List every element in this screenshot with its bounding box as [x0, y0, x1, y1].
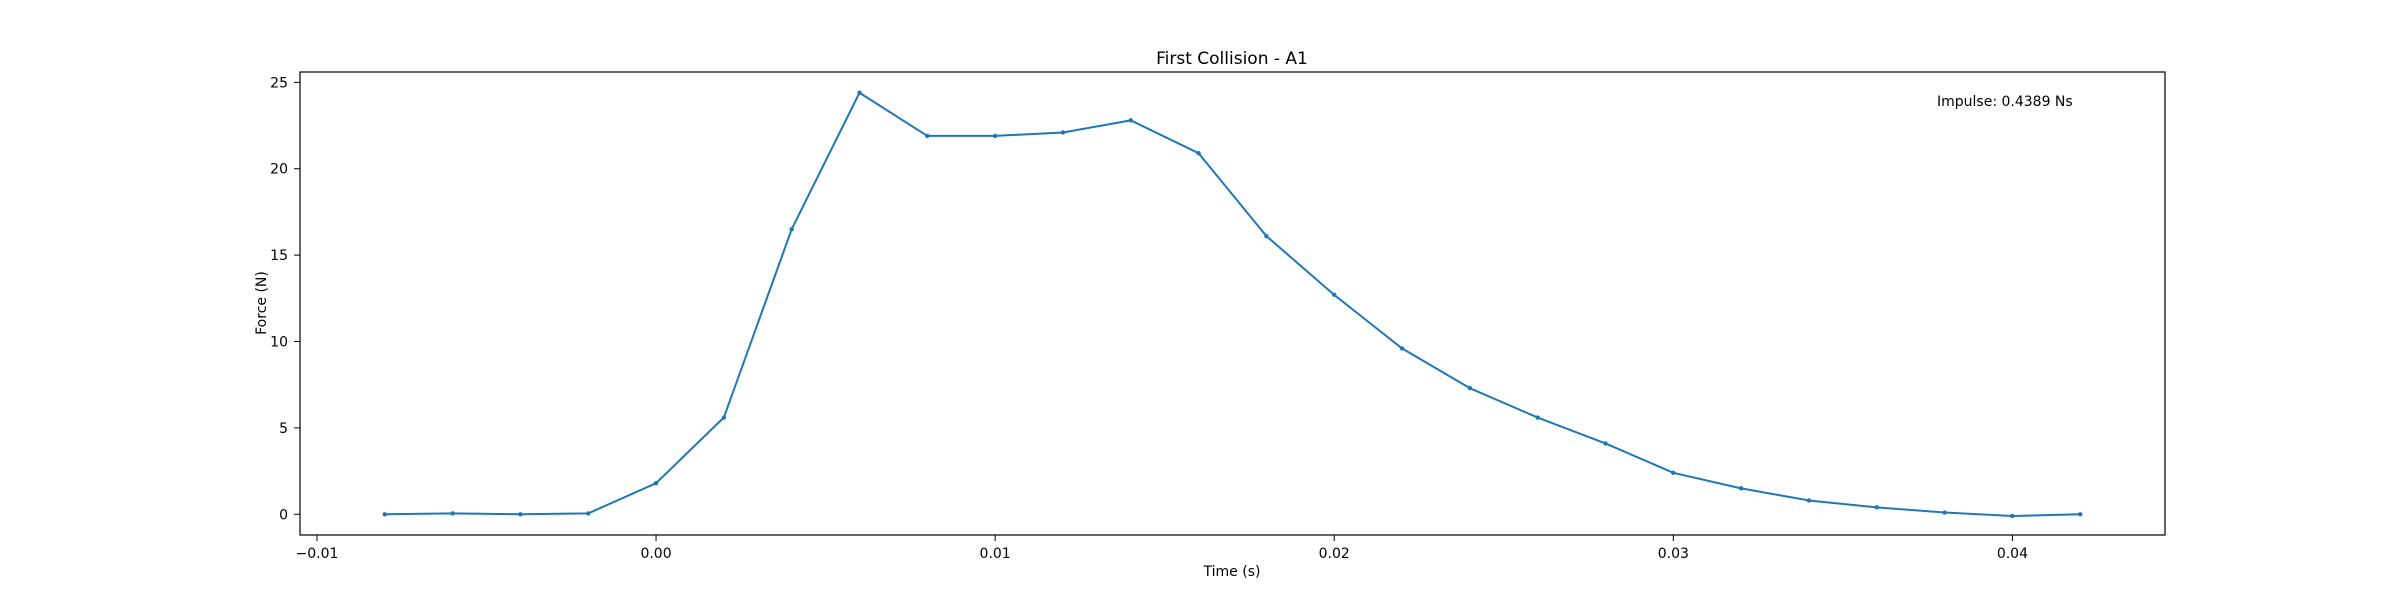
data-point: [518, 512, 523, 517]
data-point: [450, 511, 455, 516]
data-point: [1738, 486, 1744, 491]
x-tick-label: 0.00: [640, 546, 671, 562]
plot-frame: [299, 71, 2166, 536]
plot-area: [382, 90, 2083, 519]
x-tick-label: 0.04: [1997, 546, 2028, 562]
data-point: [653, 480, 659, 486]
data-point: [925, 133, 930, 139]
y-axis-label: Force (N): [254, 271, 270, 335]
data-point: [1874, 505, 1879, 510]
data-point: [1196, 150, 1201, 156]
y-tick-label: 0: [279, 507, 288, 523]
x-tick-label: 0.01: [980, 546, 1011, 562]
data-point: [382, 512, 387, 517]
data-point: [1128, 118, 1133, 123]
data-point: [1942, 510, 1947, 515]
data-point: [1264, 233, 1269, 239]
y-tick-label: 5: [279, 421, 288, 437]
y-tick-label: 25: [270, 75, 288, 91]
data-point: [789, 227, 794, 232]
data-point: [1332, 292, 1337, 298]
data-point: [1467, 385, 1473, 391]
y-tick-label: 10: [270, 335, 288, 351]
y-tick-label: 15: [270, 248, 288, 264]
data-point: [1806, 498, 1812, 503]
y-tick-label: 20: [270, 162, 288, 178]
data-point: [1399, 346, 1405, 351]
chart-title: First Collision - A1: [1156, 49, 1308, 69]
data-point: [1535, 415, 1540, 420]
data-point: [586, 511, 591, 516]
data-point: [2010, 513, 2015, 519]
x-tick-label: −0.01: [296, 546, 339, 562]
x-tick-label: 0.03: [1658, 546, 1689, 562]
data-point: [857, 90, 862, 95]
data-point: [1060, 130, 1066, 135]
data-point: [1603, 441, 1608, 446]
x-axis: −0.01 0.00 0.01 0.02 0.03 0.04: [296, 535, 2028, 562]
data-point: [992, 133, 998, 139]
x-tick-label: 0.02: [1319, 546, 1350, 562]
data-point: [2078, 512, 2083, 517]
data-point: [721, 415, 727, 420]
x-axis-label: Time (s): [1203, 564, 1261, 580]
impulse-annotation: Impulse: 0.4389 Ns: [1937, 94, 2073, 110]
data-point: [1671, 470, 1676, 476]
y-axis: 0 5 10 15 20 25: [270, 75, 300, 523]
series-line: [384, 91, 2081, 517]
